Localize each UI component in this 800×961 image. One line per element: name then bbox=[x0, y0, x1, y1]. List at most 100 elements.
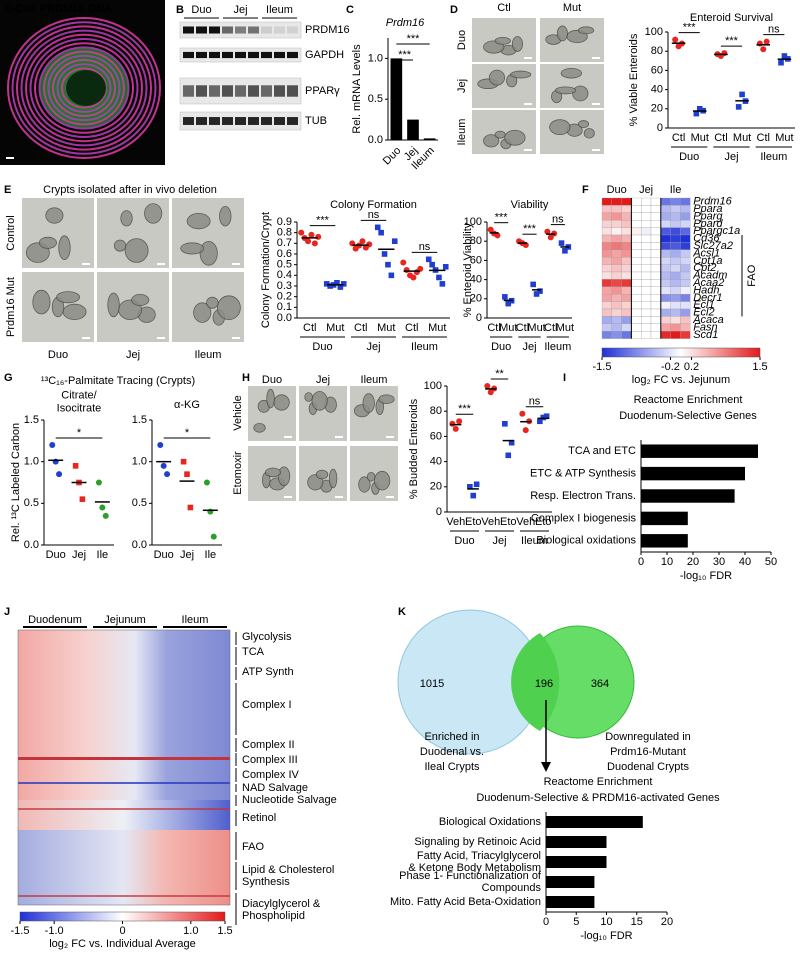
organoid bbox=[362, 393, 375, 413]
x-tick-label: 0 bbox=[543, 916, 549, 928]
x-tick-label: 10 bbox=[661, 556, 673, 568]
x-tick-label: Veh bbox=[516, 516, 535, 528]
organoid bbox=[578, 26, 595, 35]
y-tick-label: 0.2 bbox=[277, 291, 292, 303]
heatmap-cell bbox=[660, 197, 671, 206]
data-point bbox=[72, 463, 79, 469]
heatmap-cell bbox=[621, 286, 632, 295]
blot-band bbox=[209, 51, 220, 59]
data-point bbox=[508, 439, 515, 446]
data-point bbox=[456, 418, 463, 425]
data-point bbox=[340, 281, 347, 287]
heatmap-cell bbox=[641, 301, 652, 310]
x-tick-label: Duo bbox=[381, 145, 404, 168]
group-label: Jej bbox=[522, 341, 536, 353]
heatmap-cell bbox=[601, 308, 612, 317]
label: Jej bbox=[316, 374, 330, 386]
label: Jej bbox=[126, 349, 140, 361]
heatmap-cell bbox=[650, 227, 661, 236]
heatmap-cell bbox=[680, 308, 691, 317]
data-point bbox=[781, 53, 788, 59]
x-tick-label: Mut bbox=[326, 322, 344, 334]
data-point bbox=[160, 462, 167, 469]
heatmap-cell bbox=[641, 257, 652, 265]
organoid bbox=[253, 422, 266, 433]
row-label: Ppara bbox=[693, 203, 722, 215]
data-point bbox=[522, 427, 529, 434]
data-point bbox=[739, 91, 745, 98]
data-point bbox=[436, 274, 442, 281]
label: Duo bbox=[191, 4, 211, 16]
heatmap-cell bbox=[670, 227, 681, 236]
colorbar-tick-label: -0.2 bbox=[661, 361, 680, 373]
x-tick-label: Duo bbox=[46, 549, 66, 561]
heatmap-cell bbox=[631, 249, 642, 258]
heatmap-cell bbox=[680, 197, 691, 206]
label: Jej bbox=[456, 79, 468, 93]
heatmap-cell bbox=[680, 220, 691, 228]
section-label: FAO bbox=[242, 841, 264, 853]
organoid bbox=[120, 210, 133, 227]
heatmap-cell bbox=[631, 205, 642, 213]
bar bbox=[546, 856, 607, 868]
heatmap-cell bbox=[621, 234, 632, 243]
heatmap-cell bbox=[631, 316, 642, 324]
y-tick-label: 20 bbox=[651, 103, 663, 115]
label: Jej bbox=[233, 4, 247, 16]
organoid bbox=[264, 467, 282, 478]
heatmap-cell bbox=[670, 242, 681, 250]
heatmap-cell bbox=[631, 294, 642, 302]
data-point bbox=[537, 418, 543, 425]
organoid bbox=[510, 70, 532, 79]
heatmap-cell bbox=[670, 257, 681, 265]
blot-band bbox=[274, 26, 285, 34]
tissue-ring bbox=[7, 17, 161, 159]
data-point bbox=[79, 496, 86, 502]
heatmap-cell bbox=[641, 279, 652, 287]
group-label: Jej bbox=[724, 151, 738, 163]
heatmap-cell bbox=[621, 205, 632, 213]
panel-letter: H bbox=[242, 372, 250, 384]
blot-band bbox=[248, 85, 259, 97]
label: Duodenum bbox=[28, 614, 82, 626]
heatmap-cell bbox=[650, 286, 661, 295]
label: E-Cad bbox=[4, 3, 36, 15]
colorbar bbox=[601, 347, 761, 358]
row-label: Cpt1a bbox=[693, 255, 722, 267]
heatmap-cell bbox=[650, 257, 661, 265]
heatmap-cell bbox=[611, 294, 622, 302]
x-tick-label: Ctl bbox=[516, 322, 529, 334]
heatmap-cell bbox=[660, 212, 671, 221]
data-point bbox=[562, 248, 568, 254]
y-tick-label: 0.1 bbox=[277, 301, 292, 313]
section-label: NAD Salvage bbox=[242, 782, 308, 794]
blot-band bbox=[261, 85, 272, 97]
panel-letter: K bbox=[398, 606, 406, 618]
category-label: Biological Oxidations bbox=[439, 816, 542, 828]
organoid bbox=[186, 213, 211, 230]
label: Crypts isolated after in vivo deletion bbox=[43, 184, 217, 196]
data-point bbox=[558, 240, 565, 246]
organoid bbox=[488, 69, 506, 86]
y-tick-label: 80 bbox=[470, 235, 482, 247]
row-label: Hadh bbox=[693, 284, 719, 296]
y-tick-label: 60 bbox=[470, 254, 482, 266]
organoid bbox=[32, 289, 51, 315]
heatmap-cell bbox=[670, 197, 681, 206]
blot-band bbox=[287, 117, 298, 125]
heatmap-cell bbox=[621, 249, 632, 258]
category-label: TCA and ETC bbox=[568, 445, 636, 457]
label: Jej bbox=[639, 184, 653, 196]
heatmap-cell bbox=[611, 242, 622, 250]
y-tick-label: 0 bbox=[436, 506, 442, 518]
venn bbox=[397, 609, 635, 772]
blot-band bbox=[196, 51, 207, 59]
row-label: Cpt2 bbox=[693, 262, 716, 274]
category-label: Mito. Fatty Acid Beta-Oxidation bbox=[390, 896, 541, 908]
panel-letter: C bbox=[346, 4, 354, 16]
heatmap-cell bbox=[680, 205, 691, 213]
heatmap-cell bbox=[611, 249, 622, 258]
heatmap-cell bbox=[621, 197, 632, 206]
row-label: Prdm16 bbox=[693, 196, 732, 208]
section-label: Complex I bbox=[242, 699, 292, 711]
